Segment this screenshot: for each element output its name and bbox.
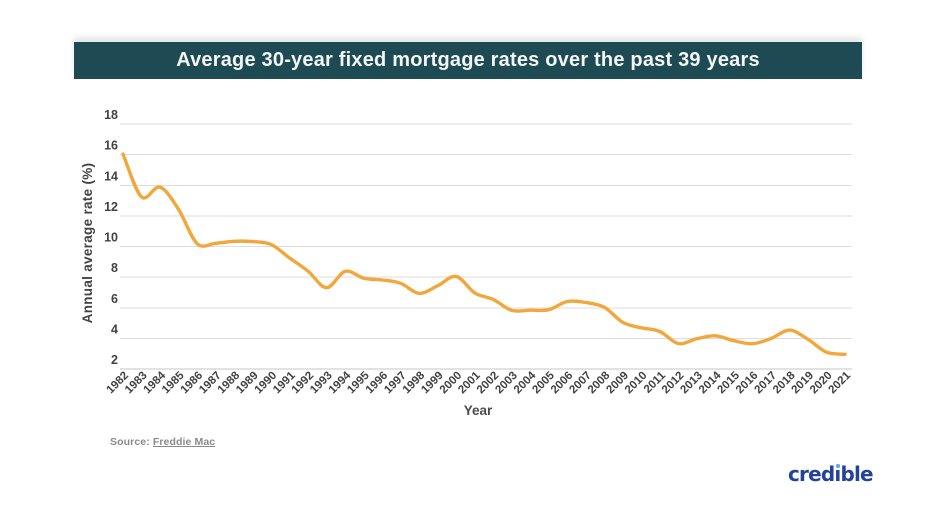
- x-tick-label: 2021: [827, 369, 854, 396]
- y-tick-label: 10: [104, 231, 118, 245]
- logo-letter-i: ı: [834, 462, 841, 486]
- y-tick-label: 12: [104, 200, 118, 214]
- mortgage-rate-line: [121, 152, 847, 356]
- y-tick-label: 2: [111, 353, 118, 367]
- y-axis-title: Annual average rate (%): [80, 163, 95, 324]
- y-tick-label: 4: [111, 322, 118, 336]
- credible-logo: credı ble: [788, 462, 874, 486]
- page-title: Average 30-year fixed mortgage rates ove…: [176, 49, 760, 71]
- y-tick-label: 14: [104, 169, 118, 183]
- source-label: Source:: [110, 436, 150, 448]
- y-tick-label: 16: [104, 139, 118, 153]
- logo-i-dot-icon: [835, 463, 841, 468]
- x-axis-title: Year: [464, 403, 493, 418]
- source-attribution: Source: Freddie Mac: [110, 436, 215, 448]
- y-tick-label: 18: [104, 108, 118, 122]
- title-banner: Average 30-year fixed mortgage rates ove…: [74, 42, 862, 79]
- logo-text-right: ble: [840, 462, 873, 486]
- freddie-mac-link[interactable]: Freddie Mac: [152, 436, 216, 448]
- y-tick-label: 6: [111, 292, 118, 306]
- y-tick-label: 8: [111, 261, 118, 275]
- logo-text-left: cred: [788, 462, 835, 486]
